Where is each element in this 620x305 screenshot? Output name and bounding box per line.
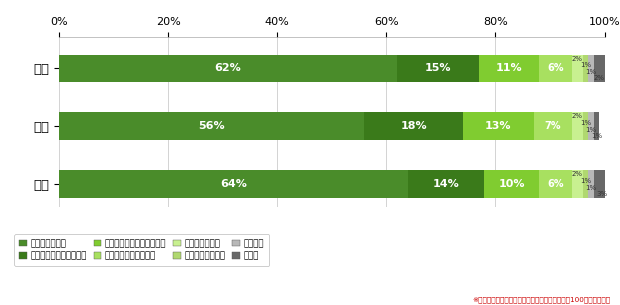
Text: 6%: 6% [547, 179, 564, 189]
Text: 14%: 14% [433, 179, 459, 189]
Text: 13%: 13% [485, 121, 512, 131]
Bar [484, 170, 539, 198]
Text: 1%: 1% [585, 127, 596, 133]
Bar [539, 55, 572, 82]
Text: 10%: 10% [498, 179, 525, 189]
Text: 64%: 64% [220, 179, 247, 189]
Bar [593, 170, 610, 198]
Bar [59, 170, 408, 198]
Legend: 自宅からの近さ, 交通費支給ならどこでも, 他の条件が合えばどこでも, 通学・通勤経路の途中, 栄えている場所, 学校・会社の近く, 特になし, その他: 自宅からの近さ, 交通費支給ならどこでも, 他の条件が合えばどこでも, 通学・通… [14, 234, 269, 266]
Bar [397, 55, 479, 82]
Text: ※小数点以下を四捨五入しているため、必ずしも100になるない。: ※小数点以下を四捨五入しているため、必ずしも100になるない。 [472, 297, 611, 303]
Bar [588, 55, 593, 82]
Bar [463, 113, 534, 140]
Bar [593, 113, 599, 140]
Bar [59, 55, 397, 82]
Bar [593, 55, 604, 82]
Text: 2%: 2% [572, 113, 583, 120]
Text: 1%: 1% [591, 133, 602, 139]
Text: 2%: 2% [572, 171, 583, 178]
Bar [572, 55, 583, 82]
Text: 7%: 7% [544, 121, 561, 131]
Bar [539, 170, 572, 198]
Text: 1%: 1% [585, 185, 596, 191]
Text: 1%: 1% [580, 62, 591, 68]
Text: 62%: 62% [215, 63, 241, 74]
Text: 18%: 18% [401, 121, 427, 131]
Text: 1%: 1% [580, 120, 591, 126]
Text: 1%: 1% [585, 69, 596, 75]
Bar [572, 113, 583, 140]
Bar [588, 170, 593, 198]
Text: 6%: 6% [547, 63, 564, 74]
Bar [588, 113, 593, 140]
Text: 3%: 3% [596, 191, 608, 197]
Bar [572, 170, 583, 198]
Bar [408, 170, 484, 198]
Text: 15%: 15% [425, 63, 451, 74]
Bar [583, 55, 588, 82]
Text: 1%: 1% [580, 178, 591, 184]
Text: 11%: 11% [496, 63, 522, 74]
Bar [479, 55, 539, 82]
Text: 2%: 2% [593, 75, 604, 81]
Text: 2%: 2% [572, 56, 583, 62]
Bar [534, 113, 572, 140]
Text: 56%: 56% [198, 121, 225, 131]
Bar [365, 113, 463, 140]
Bar [583, 170, 588, 198]
Bar [583, 113, 588, 140]
Bar [59, 113, 365, 140]
